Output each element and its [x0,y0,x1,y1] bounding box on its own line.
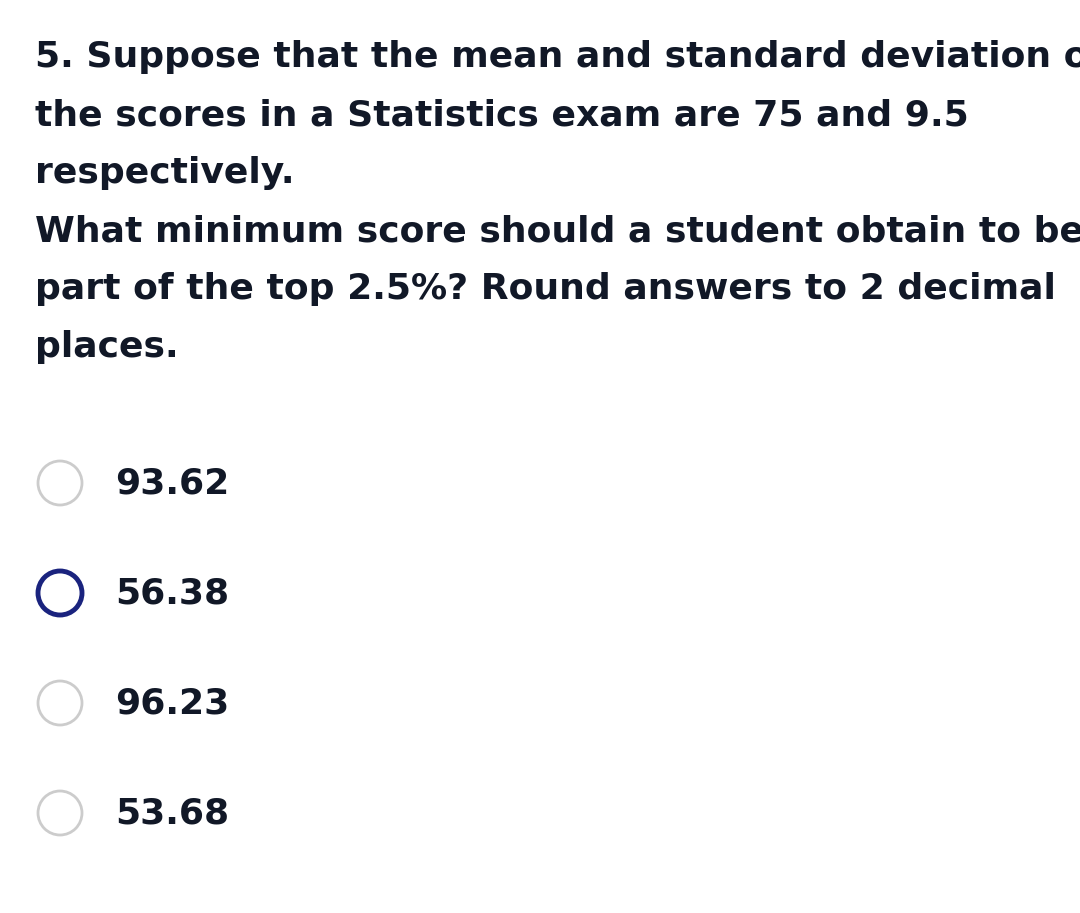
Text: 53.68: 53.68 [114,796,229,830]
Text: 96.23: 96.23 [114,686,229,720]
Text: places.: places. [35,330,178,364]
Text: part of the top 2.5%? Round answers to 2 decimal: part of the top 2.5%? Round answers to 2… [35,272,1056,306]
Text: respectively.: respectively. [35,156,295,190]
Text: 93.62: 93.62 [114,466,229,500]
Text: 5. Suppose that the mean and standard deviation of: 5. Suppose that the mean and standard de… [35,40,1080,74]
Text: 56.38: 56.38 [114,576,229,610]
Text: What minimum score should a student obtain to be a: What minimum score should a student obta… [35,214,1080,248]
Text: the scores in a Statistics exam are 75 and 9.5: the scores in a Statistics exam are 75 a… [35,98,969,132]
